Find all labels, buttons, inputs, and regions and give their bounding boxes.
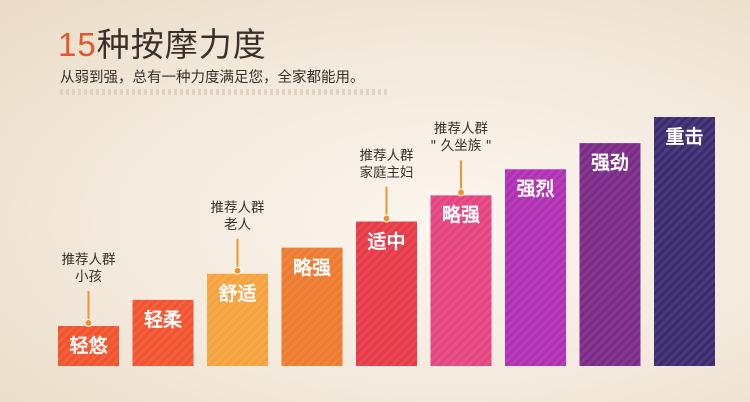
- page-subtitle: 从弱到强，总有一种力度满足您，全家都能用。: [60, 70, 365, 86]
- annotation-line: 推荐人群: [61, 252, 116, 268]
- bar-texture-4: [281, 247, 343, 366]
- bar-texture-8: [579, 143, 641, 366]
- decorative-divider: [60, 89, 390, 95]
- bar-texture-6: [430, 195, 492, 366]
- bar-label-6: 略强: [441, 204, 481, 227]
- bar-label-5: 适中: [367, 230, 406, 253]
- annotation-line: 推荐人群: [210, 199, 265, 216]
- bar-texture-1: [58, 326, 119, 366]
- bar-texture-9: [654, 117, 715, 366]
- page-title: 15种按摩力度: [58, 18, 267, 66]
- annotation-line: 家庭主妇: [359, 164, 414, 181]
- annotation-dot: [457, 188, 465, 197]
- title-text: 种按摩力度: [96, 25, 267, 64]
- bar-label-7: 强烈: [516, 178, 555, 201]
- bar-label-8: 强劲: [590, 152, 630, 175]
- bar-texture-5: [356, 221, 417, 366]
- bar-label-4: 略强: [292, 256, 332, 279]
- title-number: 15: [58, 26, 97, 63]
- annotation-dot: [84, 319, 93, 327]
- annotation-2: 推荐人群 老人: [211, 200, 265, 234]
- annotation-line: 推荐人群: [433, 121, 488, 138]
- bar-texture-3: [207, 273, 268, 366]
- bar-texture-2: [132, 299, 194, 366]
- annotation-line: 小孩: [75, 269, 102, 285]
- annotation-line: 老人: [224, 216, 251, 233]
- bar-label-2: 轻柔: [143, 308, 183, 331]
- annotation-line: " 久坐族 ": [430, 138, 492, 155]
- bar-label-3: 舒适: [218, 282, 257, 305]
- annotation-dot: [233, 266, 242, 275]
- annotation-line: 推荐人群: [359, 147, 414, 164]
- annotation-4: 推荐人群 " 久坐族 ": [430, 121, 492, 155]
- bar-label-9: 重击: [665, 126, 704, 148]
- annotation-dot: [382, 214, 391, 223]
- bar-texture-7: [505, 169, 566, 366]
- annotation-3: 推荐人群 家庭主妇: [360, 148, 414, 182]
- annotation-1: 推荐人群 小孩: [62, 252, 116, 286]
- bar-label-1: 轻悠: [69, 335, 108, 357]
